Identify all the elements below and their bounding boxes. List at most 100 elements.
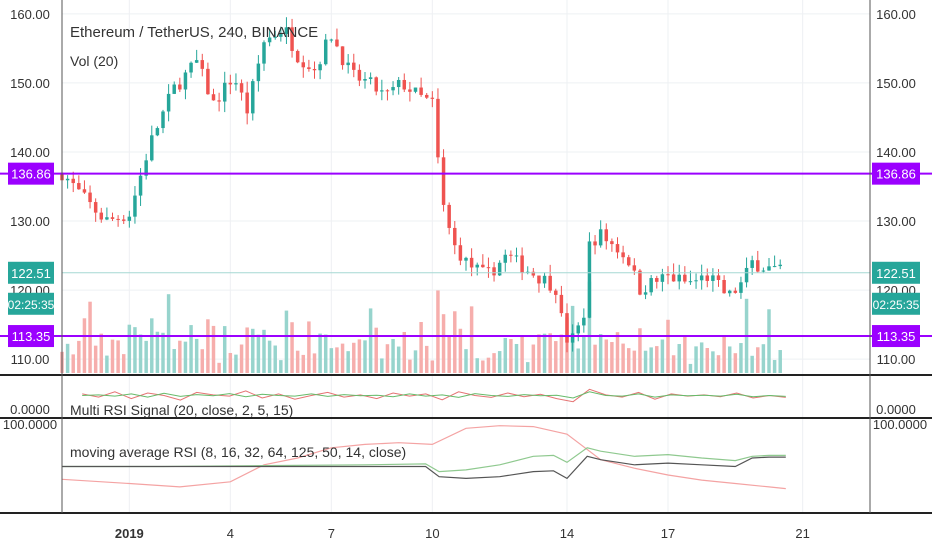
volume-bar <box>284 310 289 373</box>
candle-body <box>408 89 412 92</box>
candle-body <box>396 79 401 88</box>
volume-bar <box>497 351 502 373</box>
volume-bar <box>312 353 317 373</box>
candle-body <box>722 279 726 294</box>
volume-bar <box>649 347 653 373</box>
candle-body <box>262 42 266 64</box>
candle-body <box>239 83 244 93</box>
volume-bar <box>245 327 249 373</box>
volume-bar <box>756 347 760 373</box>
candle-body <box>436 98 440 158</box>
volume-bar <box>587 281 592 373</box>
volume-bar <box>273 345 277 373</box>
candle-body <box>161 111 165 129</box>
candle-body <box>284 27 289 34</box>
candle-body <box>565 313 569 343</box>
candle-body <box>301 62 306 68</box>
volume-bar <box>525 362 530 373</box>
candle-body <box>178 84 182 90</box>
candle-body <box>402 79 407 90</box>
candle-body <box>761 270 766 272</box>
candle-body <box>694 280 698 282</box>
candle-body <box>323 39 328 65</box>
candle-body <box>458 245 463 261</box>
candle-body <box>194 60 199 63</box>
candle-body <box>245 92 249 114</box>
volume-bar <box>155 331 160 373</box>
current-price-label-right: 122.51 <box>876 266 916 281</box>
x-tick-label: 14 <box>560 526 574 541</box>
candle-body <box>71 178 75 184</box>
candle-body <box>155 128 160 136</box>
volume-bar <box>267 340 272 373</box>
volume-bar <box>464 349 468 373</box>
candle-body <box>166 93 171 112</box>
candle-body <box>621 252 625 258</box>
volume-bar <box>514 343 519 373</box>
indicator-panes <box>0 374 932 514</box>
chart-title: Ethereum / TetherUS, 240, BINANCE <box>70 24 318 41</box>
volume-bars <box>60 281 782 373</box>
candle-body <box>116 218 120 220</box>
candle-body <box>699 275 704 281</box>
level-label-left-bg <box>8 162 54 185</box>
volume-bar <box>144 340 148 373</box>
candle-body <box>357 69 362 81</box>
level-label-left: 136.86 <box>11 167 51 182</box>
candle-body <box>77 183 81 190</box>
candle-body <box>475 264 479 268</box>
volume-bar <box>424 345 429 373</box>
candle-body <box>105 217 109 220</box>
candle-body <box>256 63 261 82</box>
candle-body <box>497 262 502 276</box>
candle-body <box>716 275 721 280</box>
candle-body <box>144 160 148 176</box>
candle-body <box>481 264 485 268</box>
candle-body <box>638 270 642 295</box>
level-label-right-bg <box>872 162 920 185</box>
candle-body <box>206 68 210 95</box>
candle-body <box>189 62 193 73</box>
volume-bar <box>385 344 390 373</box>
candle-body <box>413 87 418 92</box>
volume-bar <box>357 339 362 373</box>
axes: 136.86 136.86 113.35 113.35 160.00 160.00 150.… <box>3 0 927 541</box>
volume-bar <box>380 358 384 373</box>
y-tick-label-right: 140.00 <box>876 145 916 160</box>
volume-bar <box>217 362 221 373</box>
indicator-label-multi-rsi: Multi RSI Signal (20, close, 2, 5, 15) <box>70 402 293 418</box>
candle-body <box>570 333 575 343</box>
candle-body <box>554 290 558 295</box>
volume-bar <box>739 343 743 373</box>
volume-bar <box>329 348 334 373</box>
volume-bar <box>711 351 715 373</box>
candle-body <box>346 62 350 66</box>
volume-bar <box>178 340 182 373</box>
candle-body <box>469 257 474 268</box>
candle-body <box>430 97 435 99</box>
volume-bar <box>492 353 496 373</box>
volume-bar <box>93 345 98 373</box>
candle-body <box>671 274 676 282</box>
y-tick-label-left: 130.00 <box>10 214 50 229</box>
indicator2-y-tick-right: 100.0000 <box>873 417 927 432</box>
volume-bar <box>447 335 451 373</box>
volume-bar <box>419 322 423 373</box>
volume-bar <box>593 344 597 373</box>
candle-body <box>542 275 547 284</box>
candle-body <box>133 195 137 217</box>
volume-bar <box>598 334 603 373</box>
volume-bar <box>211 325 216 373</box>
candle-body <box>295 50 300 63</box>
candle-body <box>150 135 154 161</box>
candle-body <box>733 290 738 293</box>
volume-bar <box>323 334 328 373</box>
candle-body <box>593 241 597 246</box>
ma-rsi-series-2 <box>62 455 786 480</box>
multi-rsi-series-1 <box>82 391 786 399</box>
volume-bar <box>554 341 558 373</box>
volume-bar <box>301 354 306 373</box>
volume-bar <box>307 321 311 373</box>
volume-bar <box>189 325 193 373</box>
volume-bar <box>537 334 541 373</box>
